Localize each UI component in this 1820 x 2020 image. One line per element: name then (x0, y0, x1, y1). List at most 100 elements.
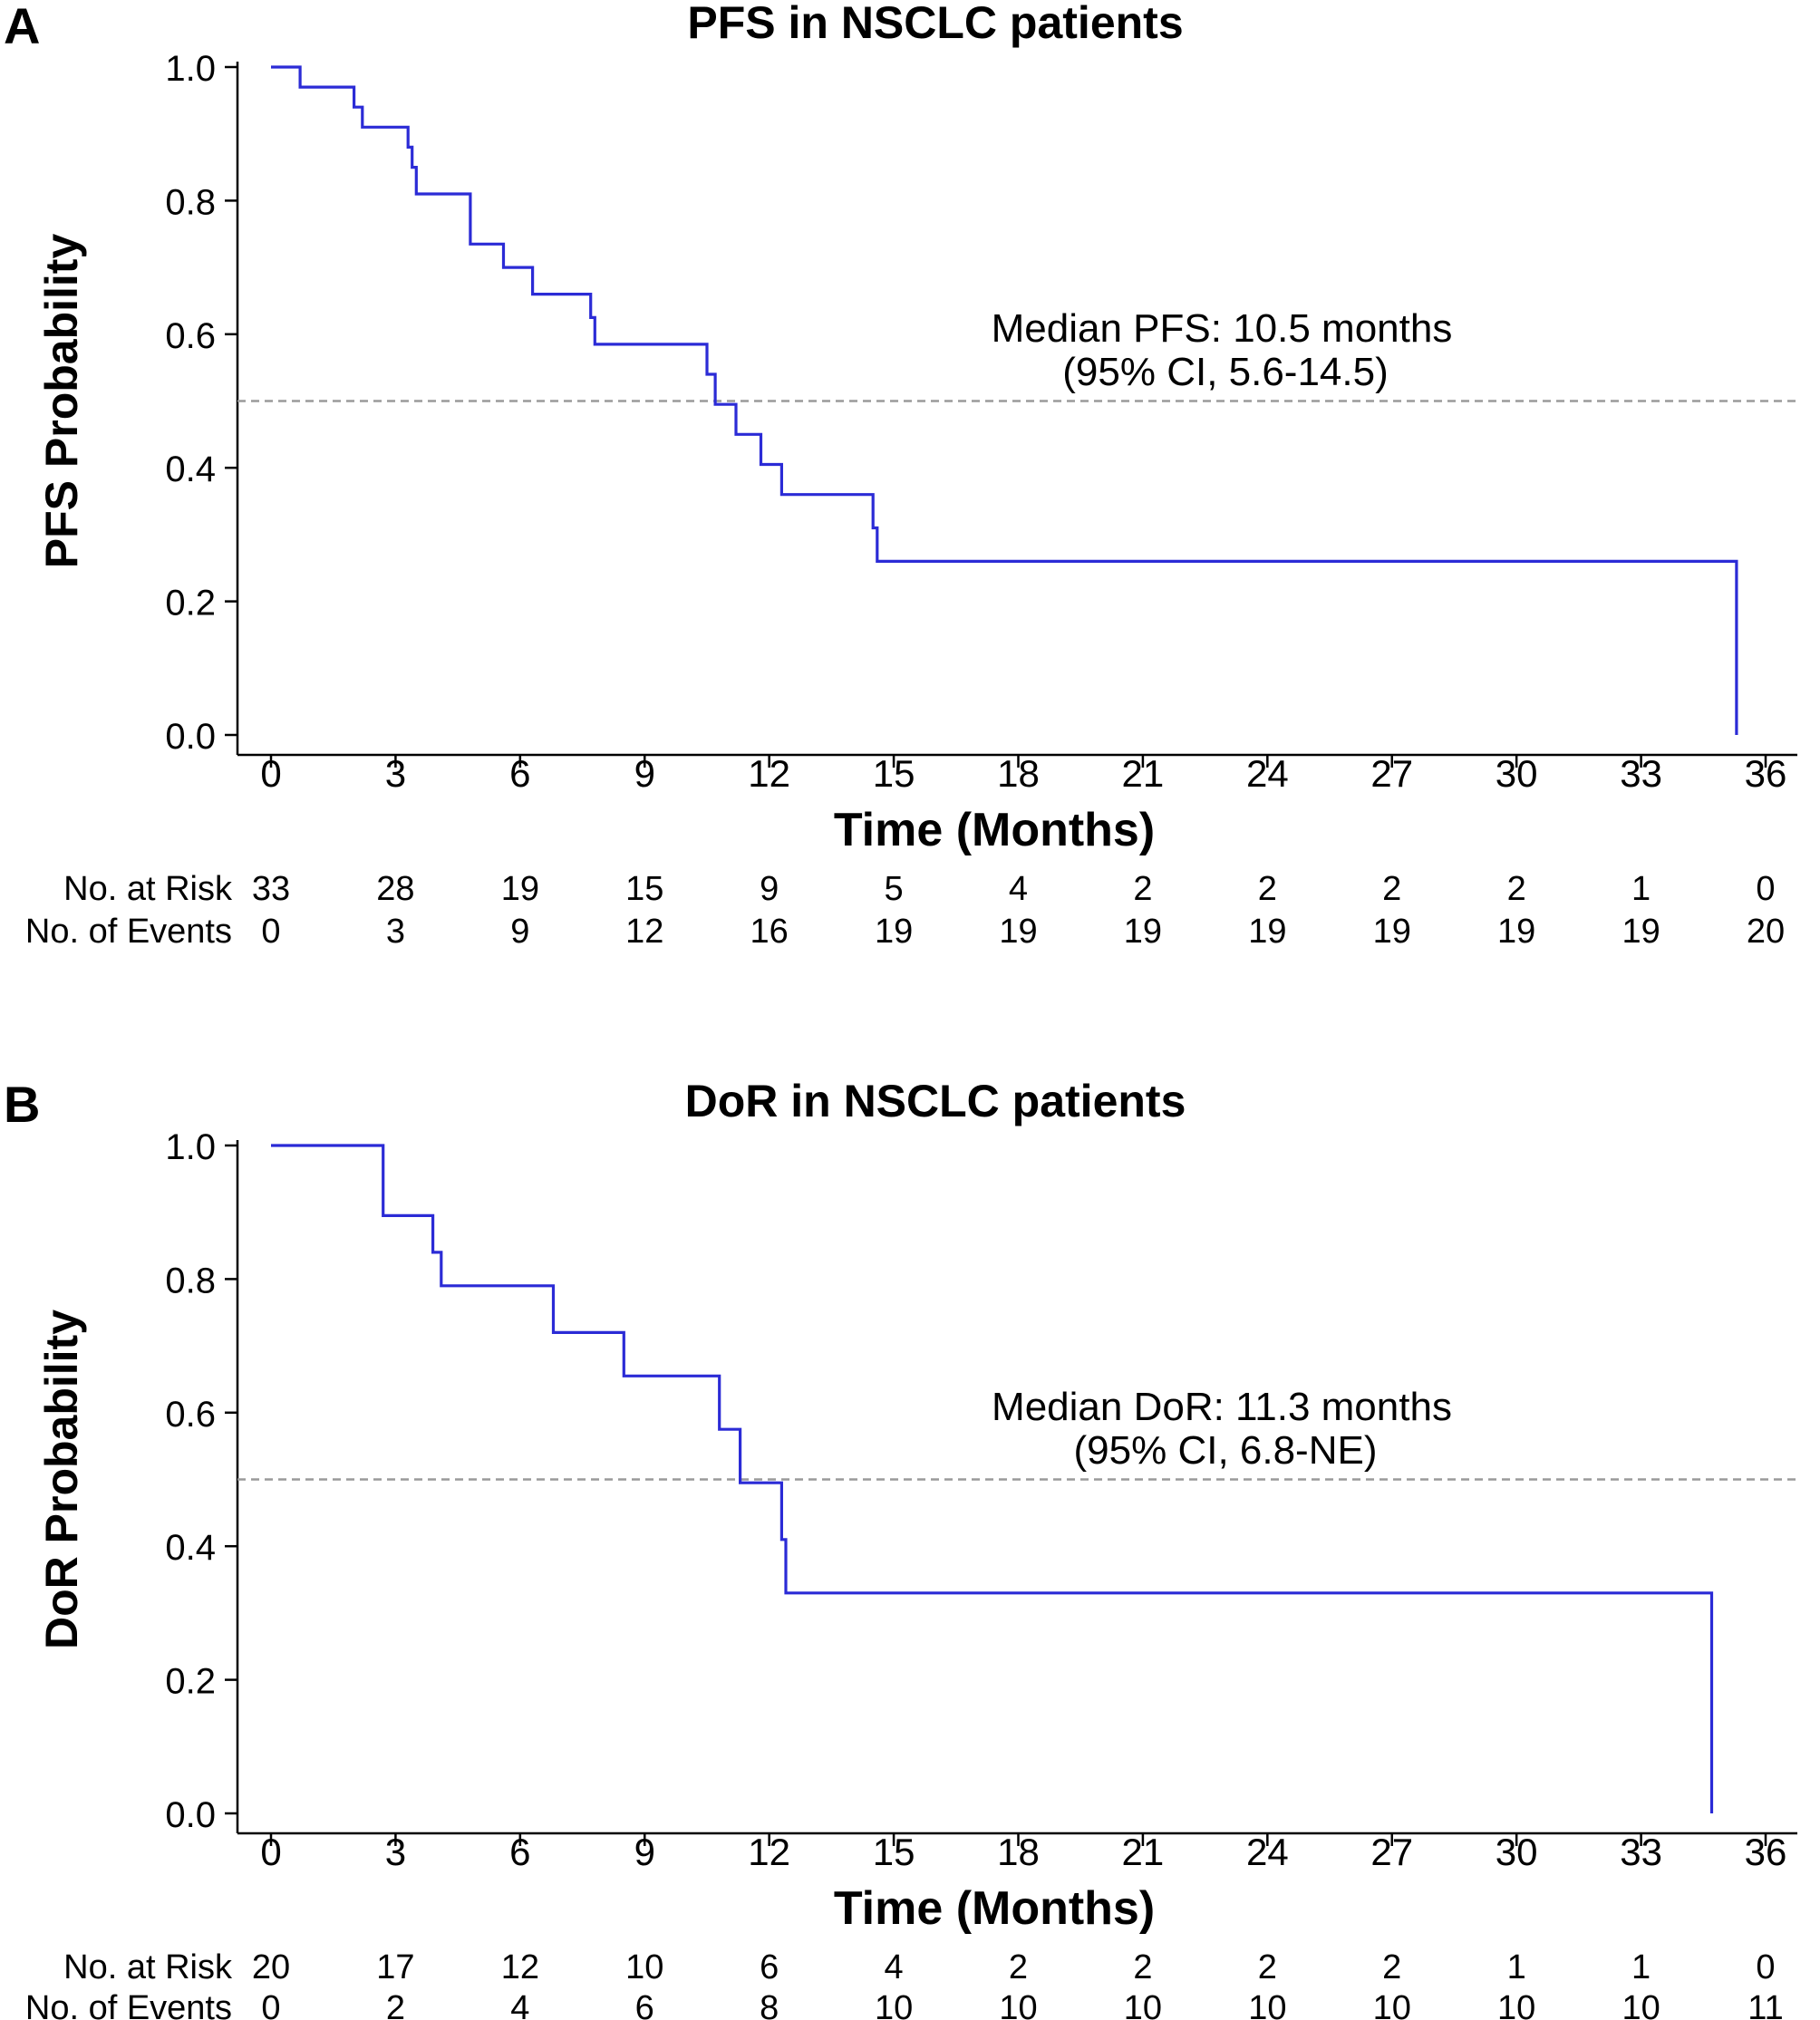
y-tick-label: 0.0 (165, 717, 216, 757)
risk-table-events-value: 10 (1622, 1989, 1660, 2020)
x-tick-label: 12 (748, 752, 790, 795)
x-tick-label: 21 (1122, 1831, 1165, 1873)
y-tick-label: 1.0 (165, 49, 216, 89)
y-tick-label: 0.0 (165, 1795, 216, 1835)
risk-table-at-risk-value: 1 (1631, 870, 1651, 908)
x-tick-label: 15 (873, 1831, 915, 1873)
y-tick-label: 0.2 (165, 584, 216, 623)
y-tick-label: 1.0 (165, 1127, 216, 1167)
x-axis-label: Time (Months) (834, 804, 1155, 856)
risk-table-at-risk-value: 5 (885, 870, 904, 908)
x-tick-label: 27 (1370, 1831, 1413, 1873)
risk-table-at-risk-value: 1 (1507, 1948, 1526, 1986)
risk-table-events-value: 10 (1248, 1989, 1286, 2020)
x-tick-label: 3 (385, 1831, 406, 1873)
risk-table-events-value: 19 (1124, 913, 1162, 951)
y-tick-label: 0.6 (165, 1395, 216, 1435)
risk-table-at-risk-value: 9 (760, 870, 779, 908)
y-tick-label: 0.4 (165, 1528, 216, 1568)
risk-table-events-value: 4 (510, 1989, 529, 2020)
x-tick-label: 24 (1246, 1831, 1289, 1873)
risk-table-events-value: 10 (1124, 1989, 1162, 2020)
risk-table-at-risk-value: 15 (625, 870, 663, 908)
risk-table-at-risk-value: 2 (1382, 870, 1401, 908)
risk-table-at-risk-value: 2 (1258, 870, 1277, 908)
x-tick-label: 6 (509, 752, 530, 795)
x-tick-label: 18 (997, 752, 1040, 795)
x-tick-label: 3 (385, 752, 406, 795)
risk-table-events-value: 9 (510, 913, 529, 951)
risk-table-events-value: 6 (635, 1989, 654, 2020)
risk-table-events-value: 0 (261, 1989, 280, 2020)
x-tick-label: 33 (1620, 1831, 1662, 1873)
risk-table-at-risk-value: 17 (376, 1948, 414, 1986)
y-tick-label: 0.2 (165, 1662, 216, 1702)
risk-table-at-risk-value: 28 (376, 870, 414, 908)
x-tick-label: 18 (997, 1831, 1040, 1873)
y-tick-label: 0.8 (165, 182, 216, 222)
risk-table-events-value: 19 (1373, 913, 1411, 951)
risk-table-at-risk-value: 2 (1133, 870, 1152, 908)
x-tick-label: 15 (873, 752, 915, 795)
chart-title: PFS in NSCLC patients (687, 0, 1183, 48)
risk-table-events-value: 20 (1747, 913, 1785, 951)
risk-table-events-value: 10 (999, 1989, 1037, 2020)
risk-table-label-events: No. of Events (25, 913, 232, 951)
median-annotation-line-2: (95% CI, 6.8-NE) (1074, 1428, 1378, 1473)
risk-table-at-risk-value: 20 (252, 1948, 290, 1986)
x-tick-label: 21 (1122, 752, 1165, 795)
x-tick-label: 6 (509, 1831, 530, 1873)
risk-table-events-value: 12 (625, 913, 663, 951)
risk-table-at-risk-value: 2 (1258, 1948, 1277, 1986)
x-tick-label: 27 (1370, 752, 1413, 795)
risk-table-label-events: No. of Events (25, 1989, 232, 2020)
x-tick-label: 33 (1620, 752, 1662, 795)
x-tick-label: 12 (748, 1831, 790, 1873)
risk-table-at-risk-value: 2 (1507, 870, 1526, 908)
chart-title: DoR in NSCLC patients (685, 1076, 1186, 1126)
x-tick-label: 9 (634, 752, 655, 795)
risk-table-events-value: 19 (999, 913, 1037, 951)
risk-table-at-risk-value: 0 (1756, 1948, 1775, 1986)
x-tick-label: 36 (1745, 1831, 1787, 1873)
risk-table-label-at-risk: No. at Risk (63, 1948, 233, 1986)
risk-table-at-risk-value: 12 (501, 1948, 539, 1986)
risk-table-at-risk-value: 33 (252, 870, 290, 908)
x-tick-label: 30 (1496, 752, 1538, 795)
risk-table-events-value: 3 (386, 913, 405, 951)
risk-table-at-risk-value: 2 (1133, 1948, 1152, 1986)
x-tick-label: 30 (1496, 1831, 1538, 1873)
x-axis-label: Time (Months) (834, 1882, 1155, 1935)
risk-table-at-risk-value: 2 (1382, 1948, 1401, 1986)
km-curve-series-0 (271, 1144, 1714, 1813)
risk-table-events-value: 2 (386, 1989, 405, 2020)
risk-table-events-value: 0 (261, 913, 280, 951)
risk-table-events-value: 19 (1622, 913, 1660, 951)
risk-table-at-risk-value: 1 (1631, 1948, 1651, 1986)
risk-table-at-risk-value: 19 (501, 870, 539, 908)
y-tick-label: 0.8 (165, 1261, 216, 1300)
risk-table-events-value: 10 (1497, 1989, 1535, 2020)
risk-table-at-risk-value: 0 (1756, 870, 1775, 908)
median-annotation-line-1: Median PFS: 10.5 months (992, 306, 1453, 351)
risk-table-events-value: 10 (875, 1989, 913, 2020)
y-axis-label: DoR Probability (36, 1310, 87, 1649)
risk-table-at-risk-value: 10 (625, 1948, 663, 1986)
risk-table-events-value: 19 (1248, 913, 1286, 951)
risk-table-events-value: 10 (1373, 1989, 1411, 2020)
risk-table-at-risk-value: 6 (760, 1948, 779, 1986)
risk-table-at-risk-value: 4 (1009, 870, 1028, 908)
risk-table-events-value: 16 (750, 913, 789, 951)
panel-label: A (4, 0, 40, 54)
risk-table-events-value: 19 (875, 913, 913, 951)
risk-table-events-value: 8 (760, 1989, 779, 2020)
median-annotation-line-1: Median DoR: 11.3 months (992, 1385, 1452, 1429)
x-tick-label: 9 (634, 1831, 655, 1873)
risk-table-at-risk-value: 2 (1009, 1948, 1028, 1986)
x-tick-label: 36 (1745, 752, 1787, 795)
risk-table-events-value: 19 (1497, 913, 1535, 951)
panel-label: B (4, 1076, 40, 1133)
x-tick-label: 0 (260, 1831, 281, 1873)
km-curve-series-0 (271, 65, 1738, 735)
